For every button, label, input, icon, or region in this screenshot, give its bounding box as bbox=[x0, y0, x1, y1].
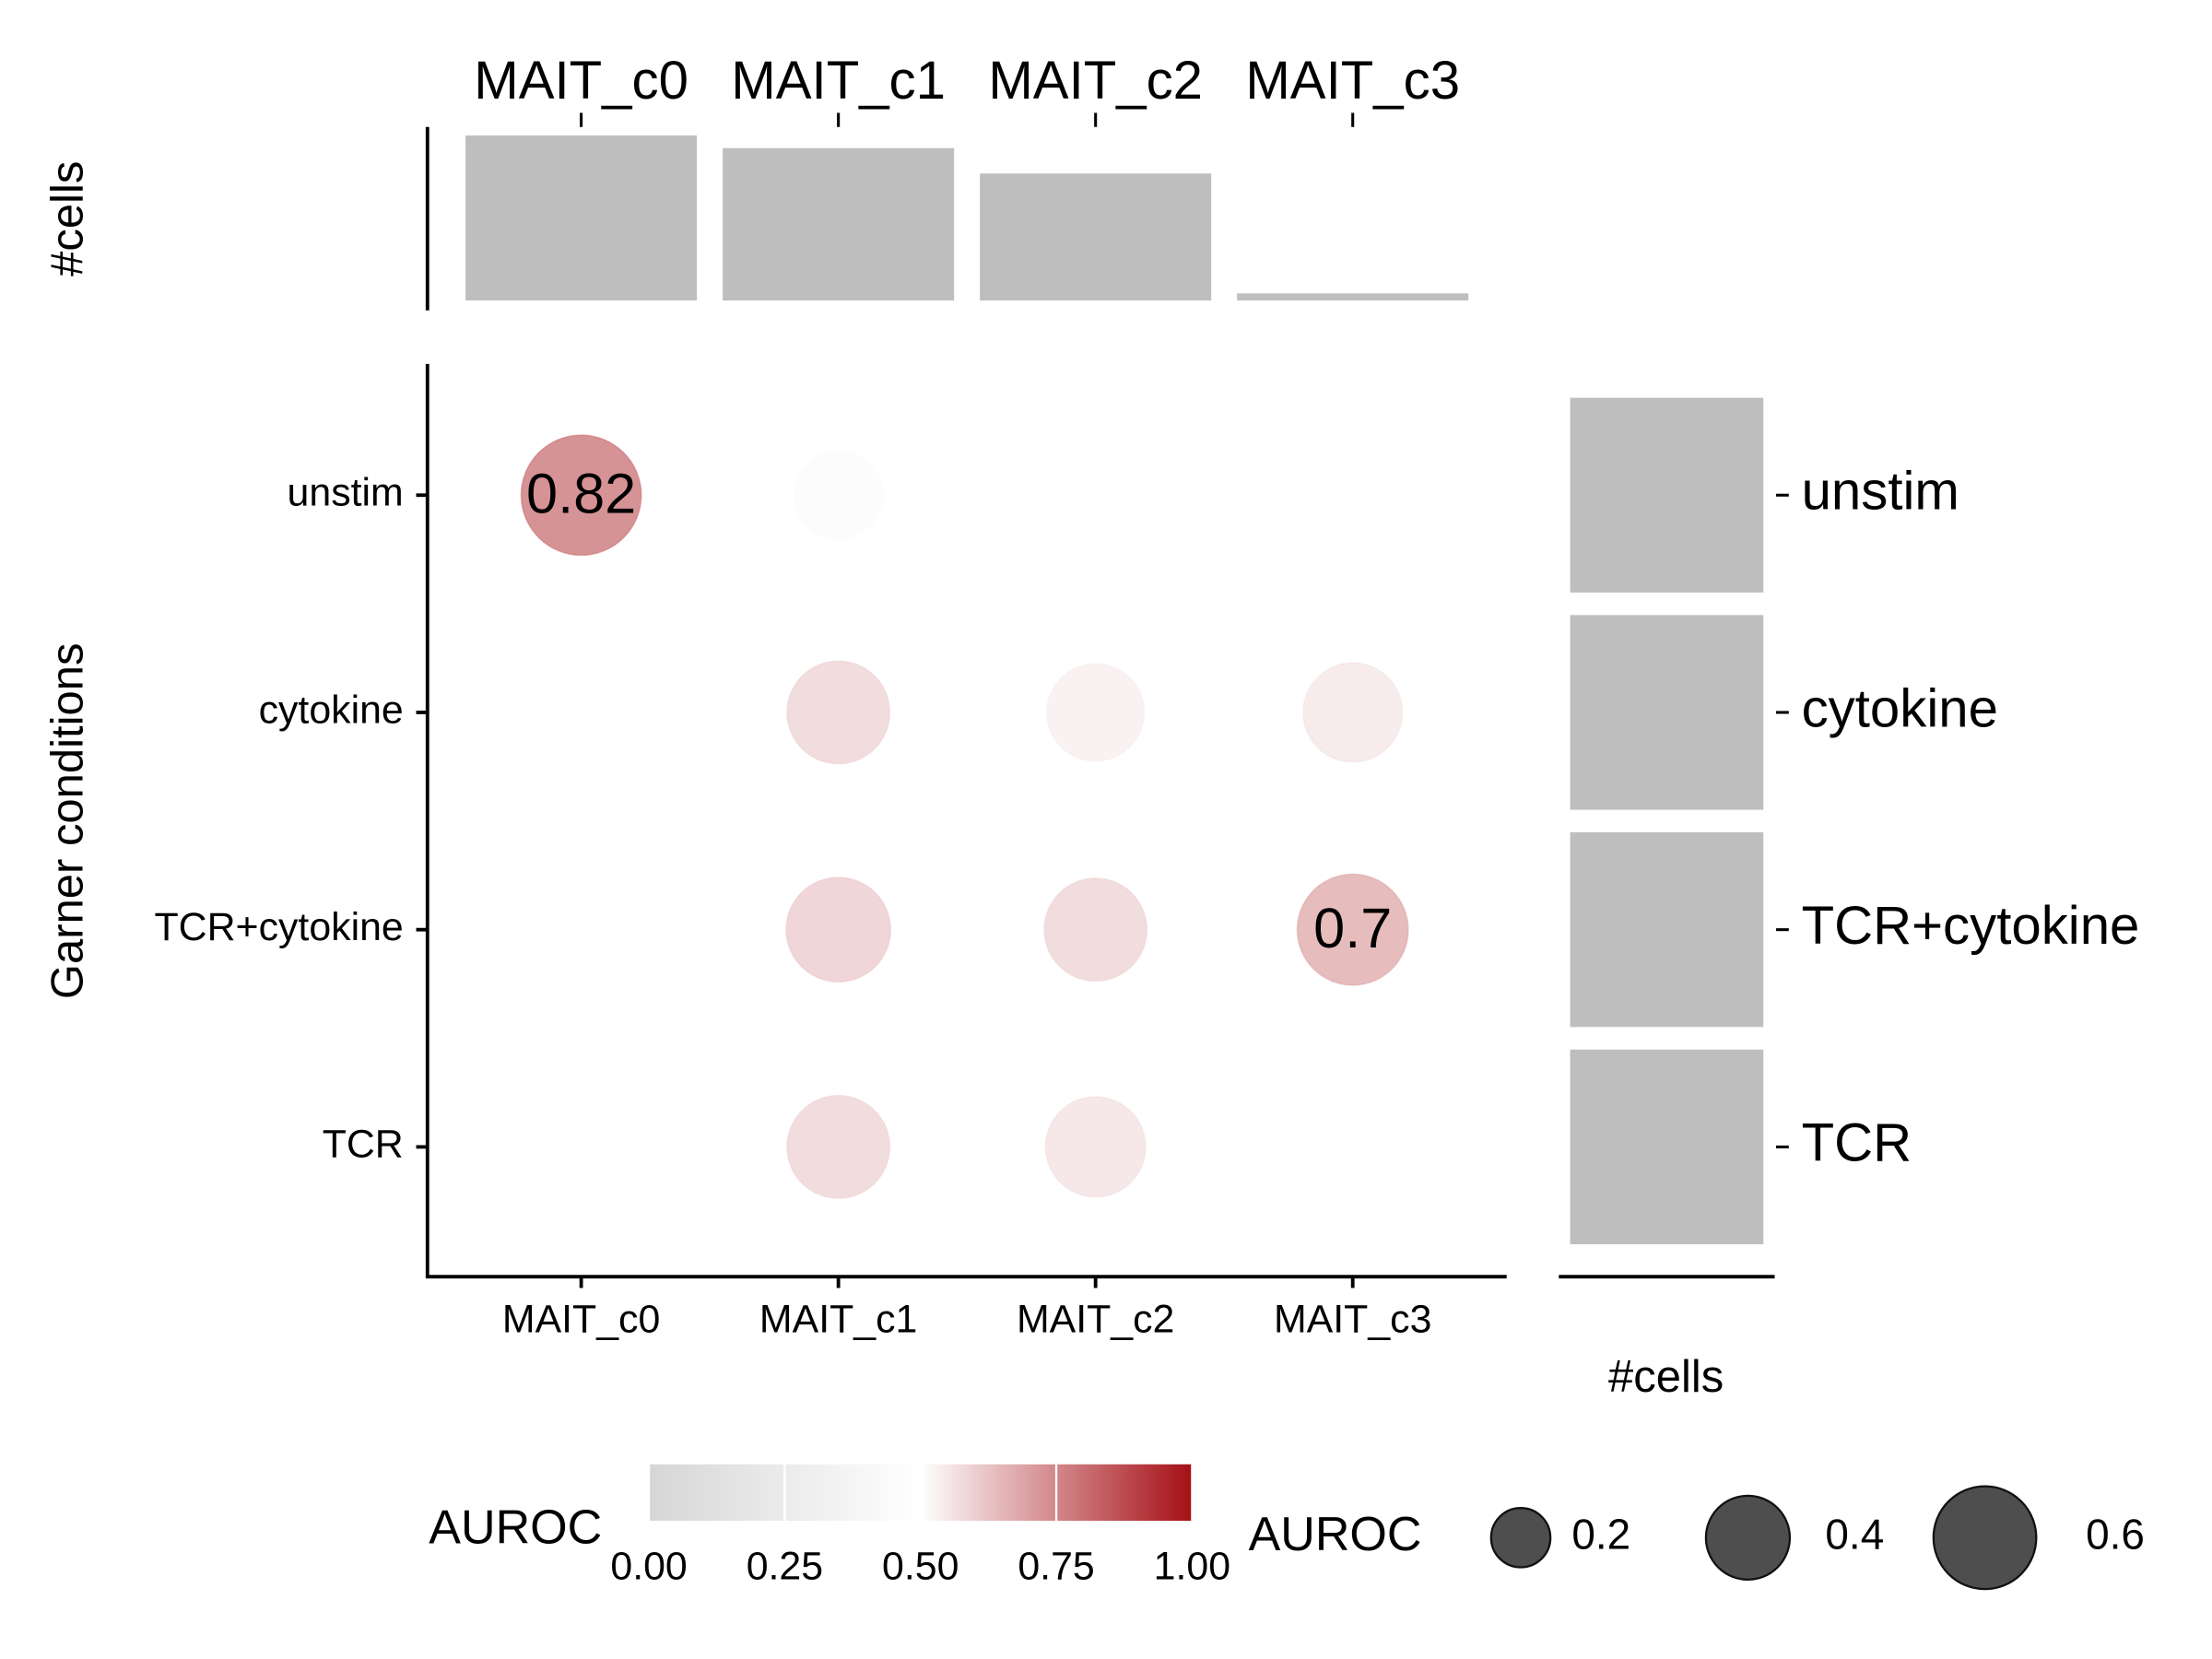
top-bar bbox=[465, 135, 698, 301]
color-bar-label: 0.75 bbox=[1018, 1544, 1094, 1588]
size-legend-label: 0.4 bbox=[1825, 1510, 1884, 1558]
y-tick-label: TCR bbox=[323, 1123, 404, 1167]
dot bbox=[1049, 448, 1143, 542]
top-bar bbox=[723, 147, 955, 301]
right-bar bbox=[1570, 615, 1764, 810]
right-bars-label: #cells bbox=[1608, 1352, 1724, 1402]
dot bbox=[786, 660, 891, 765]
right-bar bbox=[1570, 397, 1764, 593]
top-x-label: MAIT_c2 bbox=[988, 51, 1203, 111]
dot bbox=[785, 877, 892, 983]
value-label: 0.82 bbox=[526, 462, 636, 524]
size-legend-dot bbox=[1932, 1485, 2038, 1591]
right-y-label: TCR+cytokine bbox=[1802, 896, 2140, 956]
size-legend-title: AUROC bbox=[1249, 1508, 1422, 1561]
color-bar-label: 0.50 bbox=[882, 1544, 959, 1588]
value-label: 0.7 bbox=[1313, 897, 1392, 959]
color-bar-label: 0.00 bbox=[610, 1544, 687, 1588]
dot bbox=[1296, 873, 1409, 986]
y-axis-title: Garner conditions bbox=[42, 643, 92, 1000]
dot bbox=[786, 1094, 891, 1199]
size-legend-label: 0.6 bbox=[2086, 1510, 2145, 1558]
size-legend-dot bbox=[1704, 1494, 1792, 1582]
dot bbox=[1305, 1099, 1401, 1195]
dot bbox=[534, 665, 629, 760]
top-bars-label: #cells bbox=[42, 161, 92, 276]
top-bar bbox=[980, 173, 1212, 301]
dot bbox=[1044, 1096, 1147, 1198]
x-tick-label: MAIT_c1 bbox=[759, 1297, 917, 1341]
dot bbox=[1043, 877, 1148, 982]
x-tick-label: MAIT_c0 bbox=[502, 1297, 660, 1341]
right-bar bbox=[1570, 1049, 1764, 1244]
top-x-label: MAIT_c1 bbox=[731, 51, 946, 111]
top-bar bbox=[1237, 293, 1469, 301]
right-y-label: TCR bbox=[1802, 1113, 1912, 1173]
x-tick-label: MAIT_c2 bbox=[1017, 1297, 1174, 1341]
top-x-label: MAIT_c3 bbox=[1245, 51, 1460, 111]
color-legend-title: AUROC bbox=[429, 1500, 602, 1554]
dot bbox=[1306, 448, 1400, 542]
size-legend-label: 0.2 bbox=[1571, 1510, 1630, 1558]
right-y-label: unstim bbox=[1802, 462, 1959, 522]
top-x-label: MAIT_c0 bbox=[474, 51, 688, 111]
size-legend-dot bbox=[1489, 1507, 1552, 1569]
dot bbox=[1302, 662, 1404, 763]
dot bbox=[535, 1100, 629, 1194]
color-bar-label: 0.25 bbox=[747, 1544, 823, 1588]
y-tick-label: cytokine bbox=[259, 688, 404, 732]
dot bbox=[793, 450, 884, 541]
y-tick-label: unstim bbox=[288, 471, 404, 515]
right-bar bbox=[1570, 832, 1764, 1028]
color-bar-label: 1.00 bbox=[1154, 1544, 1230, 1588]
dot bbox=[1046, 663, 1146, 762]
x-tick-label: MAIT_c3 bbox=[1274, 1297, 1431, 1341]
y-tick-label: TCR+cytokine bbox=[155, 905, 404, 949]
right-y-label: cytokine bbox=[1802, 678, 1998, 738]
dot bbox=[535, 883, 628, 976]
dot bbox=[520, 434, 642, 557]
